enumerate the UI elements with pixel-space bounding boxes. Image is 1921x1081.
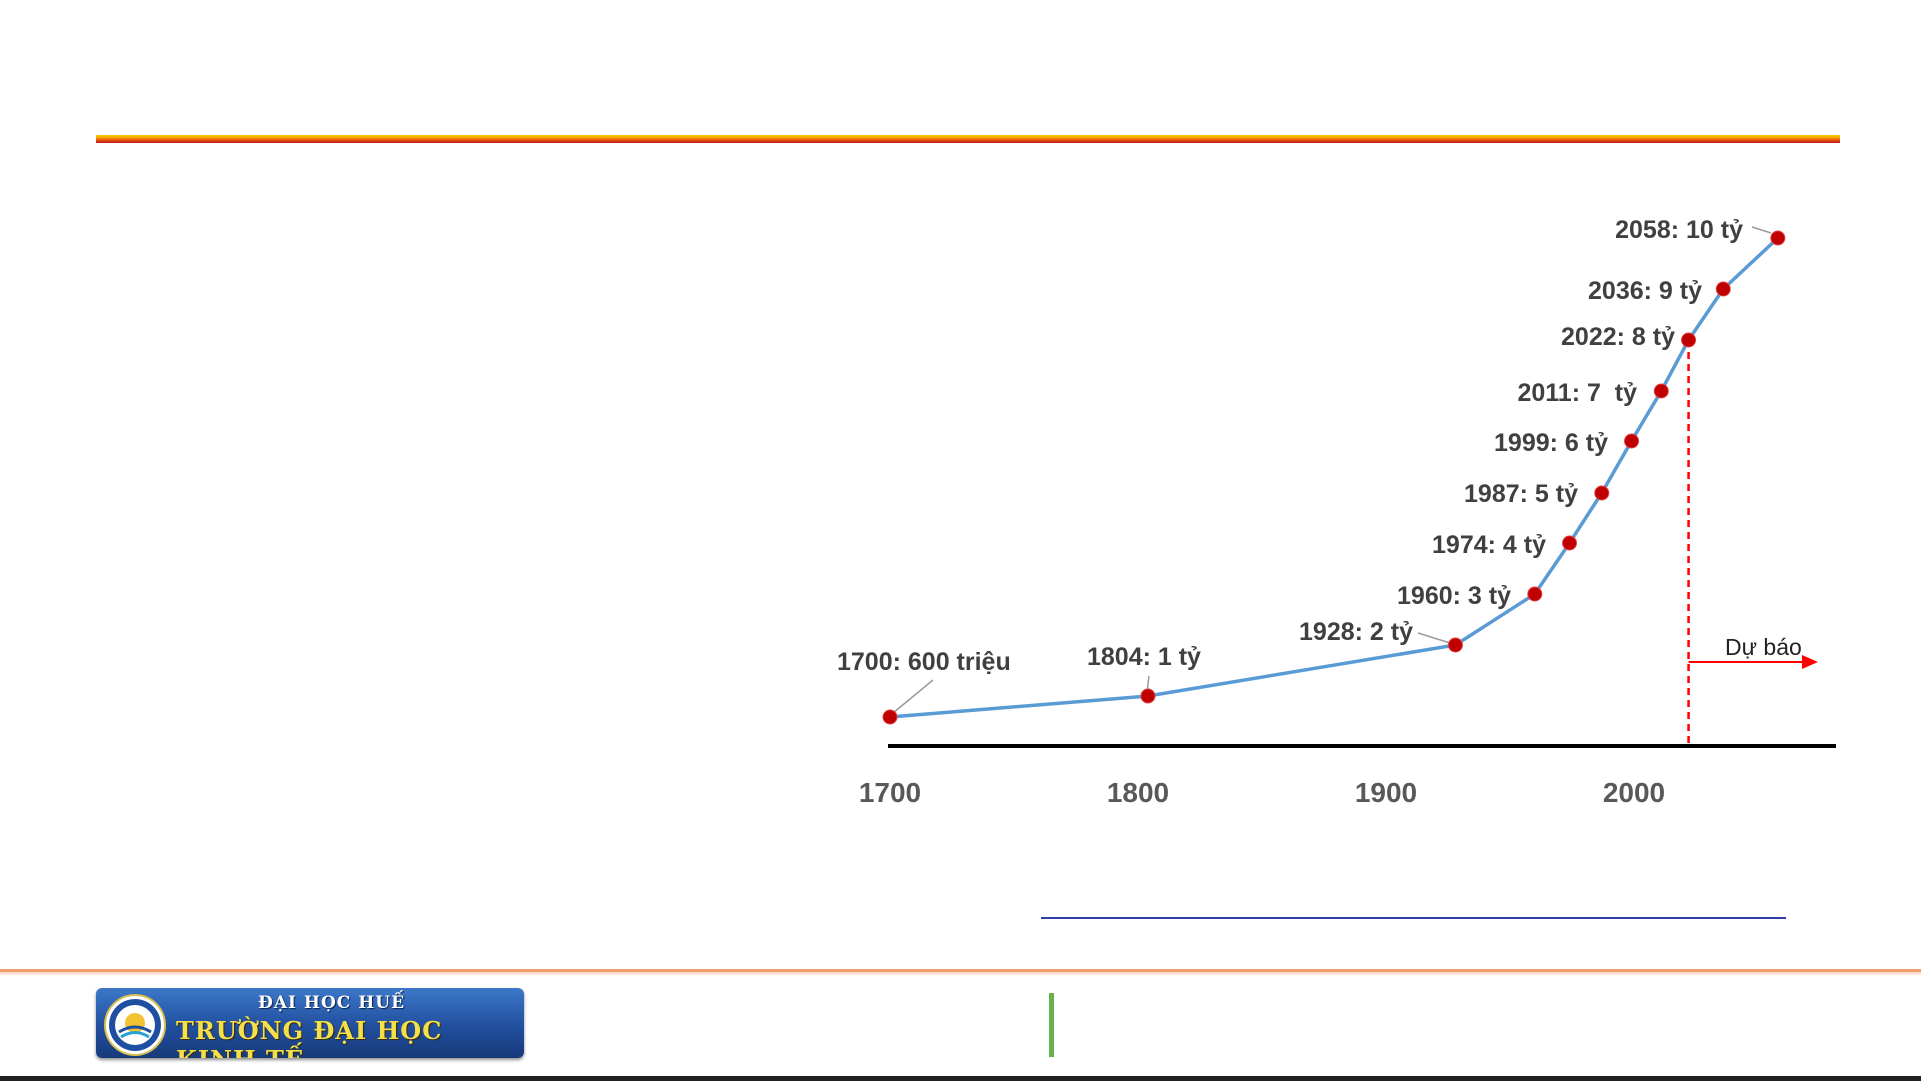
data-point-marker: [1653, 383, 1669, 399]
data-point-marker: [1770, 230, 1786, 246]
data-label: 1960: 3 tỷ: [1397, 582, 1511, 610]
forecast-label: Dự báo: [1725, 634, 1802, 660]
data-label-leader: [892, 679, 934, 714]
x-tick-label: 1900: [1355, 777, 1417, 808]
data-label: 2058: 10 tỷ: [1615, 216, 1743, 244]
data-label-leader: [1751, 226, 1772, 234]
data-point-marker: [1715, 281, 1731, 297]
data-label: 1999: 6 tỷ: [1494, 429, 1608, 457]
data-point-marker: [1527, 586, 1543, 602]
data-point-marker: [1447, 637, 1463, 653]
data-label: 1928: 2 tỷ: [1299, 618, 1413, 646]
data-label: 2011: 7 tỷ: [1517, 379, 1637, 407]
data-label: 1987: 5 tỷ: [1464, 480, 1578, 508]
logo-line-2: TRƯỜNG ĐẠI HỌC KINH TẾ: [176, 1016, 443, 1058]
x-tick-label: 2000: [1603, 777, 1665, 808]
blue-underline: [1041, 917, 1786, 919]
data-label: 1804: 1 tỷ: [1087, 643, 1201, 671]
x-tick-label: 1800: [1107, 777, 1169, 808]
bottom-border: [0, 1076, 1921, 1081]
university-emblem-icon: [104, 994, 166, 1056]
footer-divider-shadow: [0, 972, 1921, 976]
data-label: 2022: 8 tỷ: [1561, 323, 1675, 351]
title-divider: [96, 135, 1840, 143]
university-logo-banner: ĐẠI HỌC HUẾ TRƯỜNG ĐẠI HỌC KINH TẾ: [96, 988, 524, 1058]
data-point-marker: [1594, 485, 1610, 501]
footer-green-separator: [1049, 993, 1054, 1057]
data-point-marker: [1681, 332, 1697, 348]
logo-line-1: ĐẠI HỌC HUẾ: [258, 993, 406, 1013]
x-tick-label: 1700: [859, 777, 921, 808]
data-point-marker: [1562, 535, 1578, 551]
data-point-marker: [882, 709, 898, 725]
forecast-arrow-icon: [1802, 655, 1818, 669]
data-label: 1974: 4 tỷ: [1432, 531, 1546, 559]
data-label-leader: [1417, 632, 1451, 644]
data-label: 2036: 9 tỷ: [1588, 277, 1702, 305]
data-point-marker: [1624, 433, 1640, 449]
footer-divider: [0, 969, 1921, 972]
data-label: 1700: 600 triệu: [837, 648, 1011, 676]
data-point-marker: [1140, 688, 1156, 704]
